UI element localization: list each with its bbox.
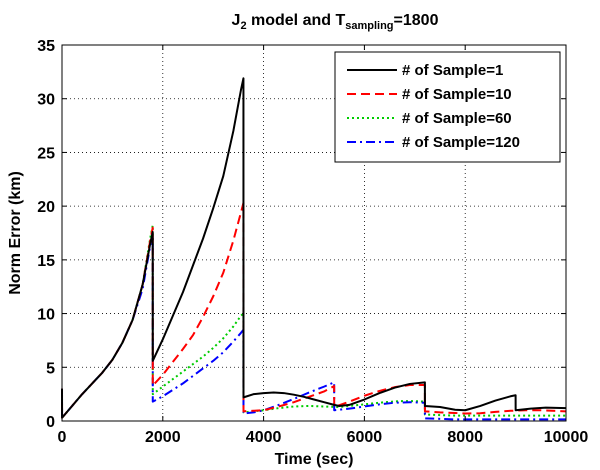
x-tick-label: 8000 [447,429,483,446]
x-tick-label: 2000 [145,429,181,446]
x-tick-label: 6000 [347,429,383,446]
y-tick-label: 10 [37,307,55,324]
legend: # of Sample=1 # of Sample=10 # of Sample=6… [334,51,561,163]
legend-label-2: # of Sample=10 [402,86,512,103]
series-line-3 [61,224,566,419]
x-tick-label: 10000 [544,429,589,446]
y-tick-label: 20 [37,199,55,216]
x-tick-label: 0 [58,429,67,446]
chart-title: J2 model and Tsampling=1800 [232,12,439,32]
y-tick-label: 0 [46,414,55,431]
y-tick-label: 15 [37,253,55,270]
legend-label-4: # of Sample=120 [402,134,520,151]
y-axis-title: Norm Error (km) [7,171,24,295]
series-line-4 [61,234,566,421]
legend-label-1: # of Sample=1 [402,62,503,79]
y-tick-label: 35 [37,38,55,55]
plot-frame [61,44,567,422]
y-tick-label: 5 [46,360,55,377]
y-tick-label: 25 [37,145,55,162]
x-tick-label: 4000 [246,429,282,446]
legend-label-3: # of Sample=60 [402,110,512,127]
series-layer [61,77,567,421]
series-line-2 [61,201,567,419]
series-line-1 [61,77,567,419]
ticks: 0 2000 4000 6000 8000 10000 0 5 10 15 20 25 30 35 [37,38,588,446]
x-axis-title: Time (sec) [275,451,354,468]
y-tick-label: 30 [37,92,55,109]
